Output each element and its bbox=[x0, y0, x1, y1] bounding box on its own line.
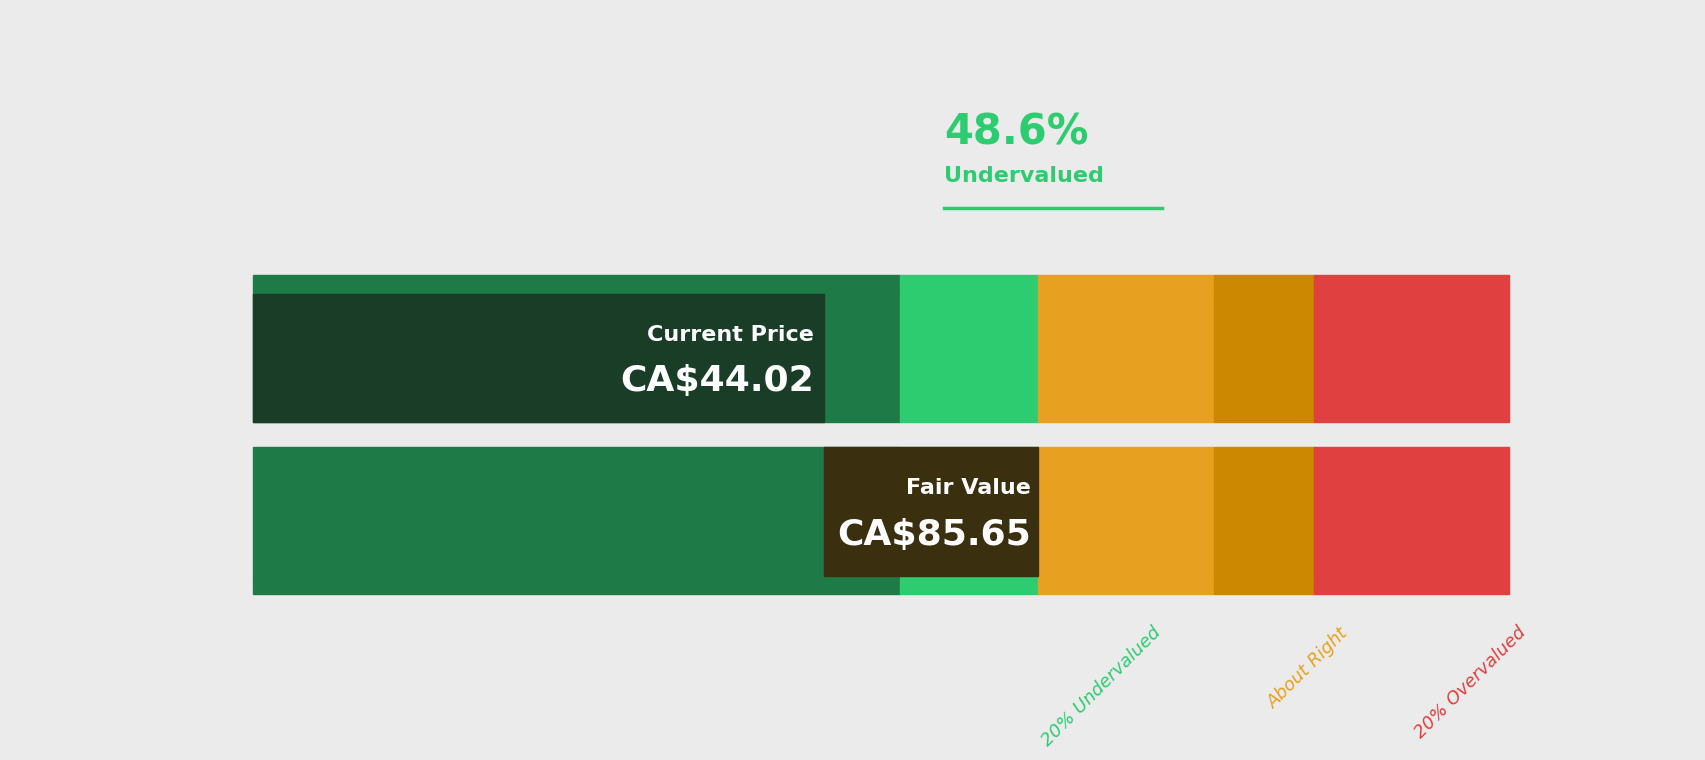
Bar bbox=[252, 293, 899, 423]
Bar bbox=[1212, 275, 1313, 293]
Text: CA$44.02: CA$44.02 bbox=[619, 365, 813, 398]
Bar bbox=[824, 447, 1037, 576]
Bar bbox=[1212, 576, 1313, 594]
Bar bbox=[1313, 447, 1509, 576]
Bar bbox=[899, 275, 1037, 293]
Bar bbox=[1212, 293, 1313, 423]
Bar bbox=[252, 293, 824, 423]
Bar bbox=[252, 576, 899, 594]
Bar bbox=[1313, 576, 1509, 594]
Text: About Right: About Right bbox=[1263, 624, 1350, 711]
Bar bbox=[899, 447, 1037, 576]
Bar bbox=[1313, 293, 1509, 423]
Text: Undervalued: Undervalued bbox=[943, 166, 1103, 186]
Text: 20% Undervalued: 20% Undervalued bbox=[1037, 624, 1163, 750]
Text: Fair Value: Fair Value bbox=[905, 478, 1032, 498]
Bar bbox=[252, 447, 899, 576]
Bar bbox=[1037, 275, 1212, 293]
Bar bbox=[899, 293, 1037, 423]
Text: 20% Overvalued: 20% Overvalued bbox=[1410, 624, 1529, 743]
Bar bbox=[1037, 447, 1212, 576]
Bar bbox=[252, 275, 899, 293]
Text: CA$85.65: CA$85.65 bbox=[837, 518, 1032, 552]
Text: Current Price: Current Price bbox=[646, 325, 813, 344]
Bar bbox=[1212, 447, 1313, 576]
Text: 48.6%: 48.6% bbox=[943, 111, 1088, 154]
Bar bbox=[1037, 293, 1212, 423]
Bar bbox=[1037, 576, 1212, 594]
Bar bbox=[899, 576, 1037, 594]
Bar bbox=[1313, 275, 1509, 293]
